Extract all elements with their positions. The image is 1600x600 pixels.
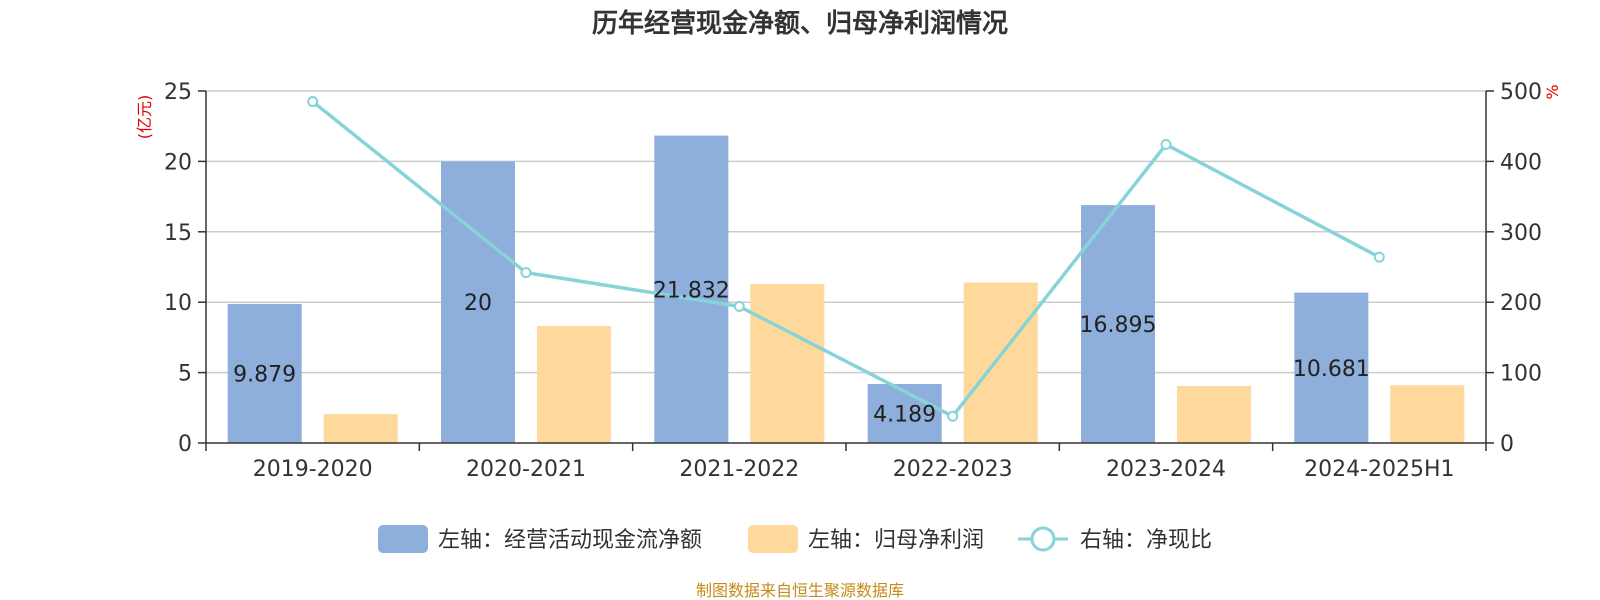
cashflow-bar (441, 161, 515, 443)
legend-marker-ratio (1030, 526, 1056, 552)
profit-bar (1177, 385, 1251, 443)
left-axis-tick-label: 5 (178, 362, 192, 387)
source-note: 制图数据来自恒生聚源数据库 (696, 581, 904, 600)
right-axis-tick-label: 400 (1500, 150, 1542, 175)
right-axis-tick-label: 300 (1500, 221, 1542, 246)
profit-bar (323, 414, 398, 443)
legend-label-cashflow: 左轴：经营活动现金流净额 (438, 528, 702, 553)
x-axis-tick-label: 2022-2023 (893, 457, 1013, 482)
left-axis-tick-label: 10 (164, 291, 192, 316)
legend: 左轴：经营活动现金流净额 左轴：归母净利润 右轴：净现比 (378, 525, 1212, 553)
cashflow-data-label: 10.681 (1293, 357, 1370, 382)
x-axis-tick-label: 2024-2025H1 (1304, 457, 1454, 482)
cashflow-data-label: 16.895 (1080, 313, 1157, 338)
right-axis-tick-label: 200 (1500, 291, 1542, 316)
ratio-line (307, 96, 1385, 422)
cashflow-bar (227, 303, 302, 443)
left-axis-tick-label: 25 (164, 80, 192, 105)
ratio-line-path (311, 100, 1381, 419)
cashflow-data-label: 20 (464, 291, 492, 316)
x-axis-tick-label: 2019-2020 (253, 457, 373, 482)
cashflow-data-label: 9.879 (233, 362, 296, 387)
ratio-point (1373, 251, 1385, 263)
cashflow-bar (1294, 292, 1369, 443)
legend-label-profit: 左轴：归母净利润 (808, 528, 984, 553)
left-axis-unit: (亿元) (135, 95, 154, 140)
x-axis-tick-label: 2023-2024 (1106, 457, 1226, 482)
legend-swatch-profit (748, 525, 798, 553)
ratio-point (520, 267, 532, 279)
profit-bar (1390, 385, 1465, 443)
ratio-point (307, 96, 319, 108)
grid-lines (206, 90, 1486, 374)
bars (227, 135, 1465, 443)
legend-label-ratio: 右轴：净现比 (1080, 528, 1212, 553)
cashflow-data-label: 21.832 (653, 278, 730, 303)
cashflow-bar (1081, 205, 1155, 443)
profit-bar (750, 283, 825, 443)
right-axis-tick-label: 0 (1500, 432, 1514, 457)
axes: 0 5 10 15 20 25 0 100 200 300 400 500 2019-2020 2020-… (164, 80, 1542, 482)
x-axis-tick-label: 2021-2022 (679, 457, 799, 482)
right-axis-tick-label: 500 (1500, 80, 1542, 105)
left-axis-tick-label: 15 (164, 221, 192, 246)
data-labels: 9.879 20 21.832 4.189 16.895 10.681 (233, 278, 1370, 427)
cashflow-bar (654, 135, 729, 443)
profit-bar (537, 326, 611, 443)
left-axis-tick-label: 20 (164, 150, 192, 175)
profit-bar (963, 282, 1038, 443)
x-axis-tick-label: 2020-2021 (466, 457, 586, 482)
ratio-point (1160, 139, 1172, 151)
left-axis-tick-label: 0 (178, 432, 192, 457)
right-axis-tick-label: 100 (1500, 362, 1542, 387)
cashflow-bar (867, 384, 942, 443)
ratio-point (947, 410, 959, 422)
legend-swatch-cashflow (378, 525, 428, 553)
right-axis-unit: % (1543, 84, 1562, 99)
cashflow-data-label: 4.189 (873, 403, 936, 428)
ratio-point (733, 300, 745, 312)
chart-title: 历年经营现金净额、归母净利润情况 (592, 8, 1008, 39)
